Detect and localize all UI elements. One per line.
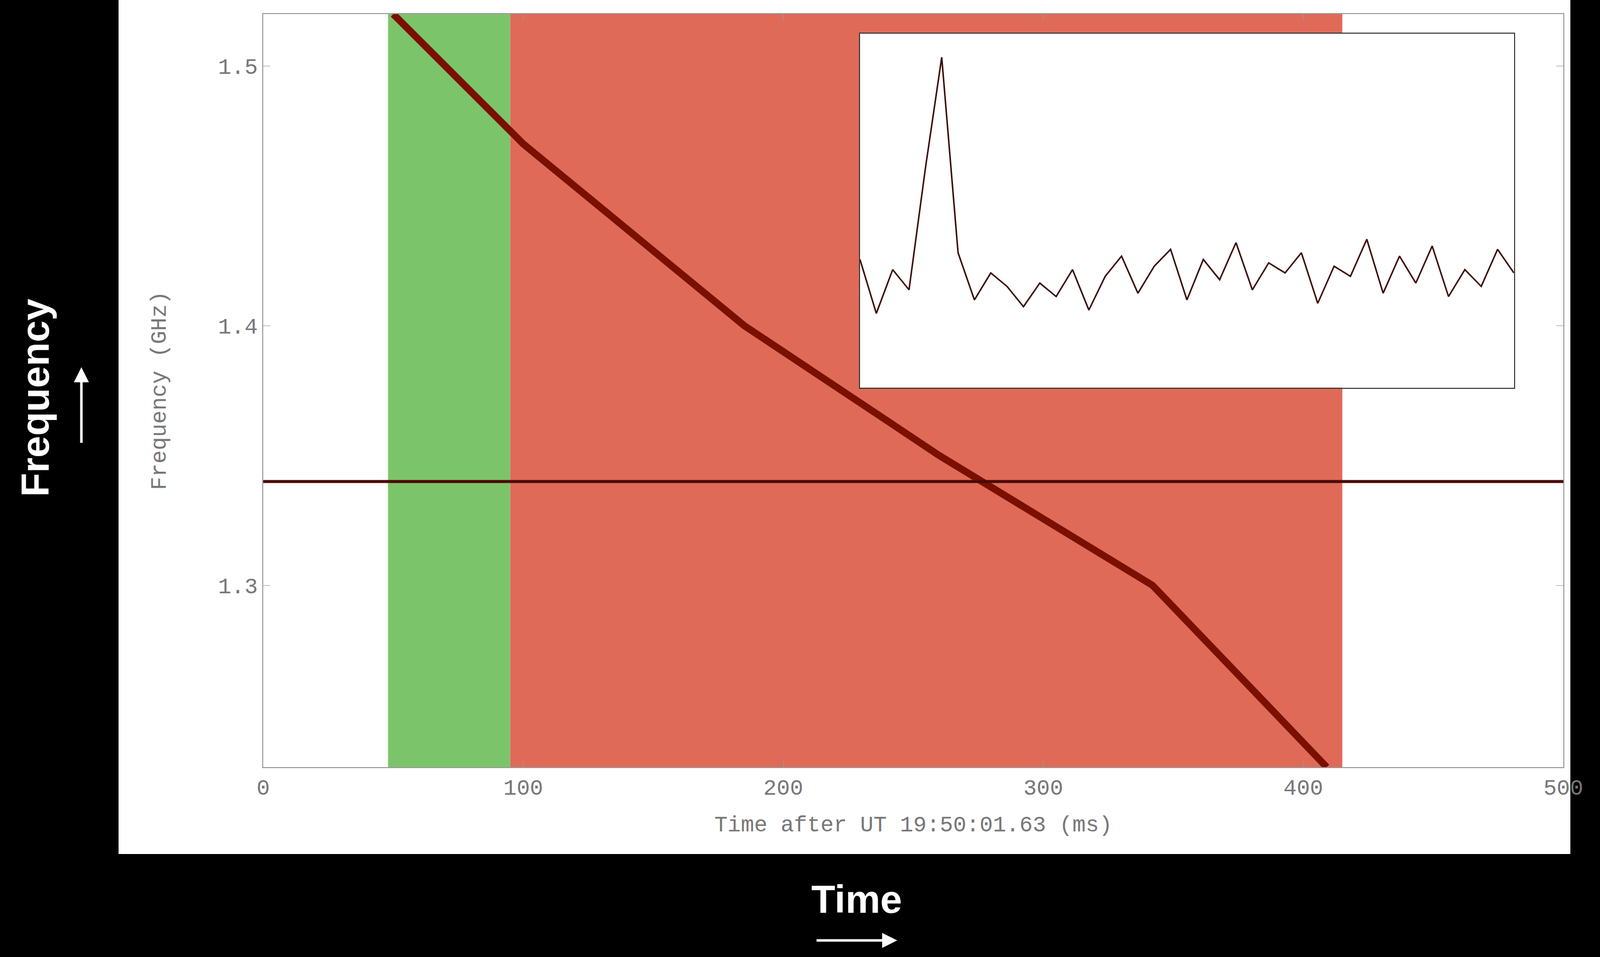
svg-text:Frequency (GHz): Frequency (GHz) <box>147 290 173 490</box>
svg-text:1.3: 1.3 <box>218 574 258 600</box>
svg-text:200: 200 <box>763 776 804 802</box>
svg-text:Time after UT 19:50:01.63 (ms): Time after UT 19:50:01.63 (ms) <box>714 812 1113 838</box>
svg-text:Time: Time <box>811 877 903 922</box>
svg-text:500: 500 <box>1543 776 1583 802</box>
svg-text:1.5: 1.5 <box>218 55 258 81</box>
svg-text:Frequency: Frequency <box>13 298 58 497</box>
svg-text:300: 300 <box>1023 776 1063 802</box>
svg-text:1.4: 1.4 <box>218 314 258 341</box>
svg-text:0: 0 <box>256 776 270 802</box>
svg-text:100: 100 <box>503 776 544 802</box>
svg-text:400: 400 <box>1283 776 1324 802</box>
